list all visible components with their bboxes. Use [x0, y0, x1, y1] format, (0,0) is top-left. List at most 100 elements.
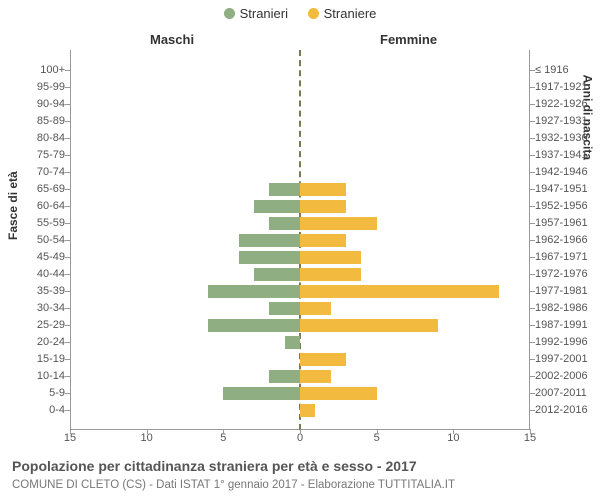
birth-year-label: 1957-1961 [535, 215, 597, 232]
male-bar [269, 302, 300, 315]
female-bar [300, 353, 346, 366]
y-tick-mark [65, 274, 70, 275]
birth-year-label: 1972-1976 [535, 266, 597, 283]
y-tick-mark [65, 223, 70, 224]
age-label: 85-89 [15, 113, 65, 130]
chart-title: Popolazione per cittadinanza straniera p… [12, 458, 417, 474]
x-tick-mark [70, 429, 71, 434]
age-row: 45-491967-1971 [70, 249, 530, 266]
y-tick-mark [65, 155, 70, 156]
male-bar [254, 200, 300, 213]
birth-year-label: 1922-1926 [535, 96, 597, 113]
birth-year-label: 1947-1951 [535, 181, 597, 198]
y-tick-mark [65, 410, 70, 411]
age-row: 40-441972-1976 [70, 266, 530, 283]
legend-label-female: Straniere [324, 6, 377, 21]
x-tick-mark [377, 429, 378, 434]
birth-year-label: 1977-1981 [535, 283, 597, 300]
age-label: 70-74 [15, 164, 65, 181]
birth-year-label: 1997-2001 [535, 351, 597, 368]
birth-year-label: 1917-1921 [535, 79, 597, 96]
age-label: 55-59 [15, 215, 65, 232]
y-tick-mark [65, 206, 70, 207]
male-bar [269, 370, 300, 383]
female-bar [300, 200, 346, 213]
x-tick-mark [147, 429, 148, 434]
female-bar [300, 251, 361, 264]
birth-year-label: 2002-2006 [535, 368, 597, 385]
birth-year-label: 1932-1936 [535, 130, 597, 147]
female-bar [300, 404, 315, 417]
age-row: 75-791937-1941 [70, 147, 530, 164]
side-title-female: Femmine [380, 32, 437, 47]
female-bar [300, 183, 346, 196]
side-title-male: Maschi [150, 32, 194, 47]
y-tick-mark [65, 240, 70, 241]
legend: Stranieri Straniere [0, 6, 600, 22]
legend-item-female: Straniere [308, 6, 377, 21]
age-label: 45-49 [15, 249, 65, 266]
birth-year-label: 1962-1966 [535, 232, 597, 249]
birth-year-label: 1987-1991 [535, 317, 597, 334]
age-label: 100+ [15, 62, 65, 79]
legend-swatch-female [308, 8, 319, 19]
age-row: 30-341982-1986 [70, 300, 530, 317]
y-tick-mark [65, 308, 70, 309]
age-row: 15-191997-2001 [70, 351, 530, 368]
age-label: 40-44 [15, 266, 65, 283]
y-tick-mark [65, 325, 70, 326]
y-tick-mark [65, 121, 70, 122]
legend-item-male: Stranieri [224, 6, 288, 21]
legend-label-male: Stranieri [240, 6, 288, 21]
birth-year-label: 1942-1946 [535, 164, 597, 181]
male-bar [269, 183, 300, 196]
age-label: 35-39 [15, 283, 65, 300]
male-bar [254, 268, 300, 281]
age-row: 85-891927-1931 [70, 113, 530, 130]
age-row: 10-142002-2006 [70, 368, 530, 385]
female-bar [300, 234, 346, 247]
age-label: 10-14 [15, 368, 65, 385]
y-tick-mark [65, 70, 70, 71]
male-bar [285, 336, 300, 349]
y-tick-mark [65, 342, 70, 343]
age-label: 15-19 [15, 351, 65, 368]
age-row: 35-391977-1981 [70, 283, 530, 300]
age-row: 55-591957-1961 [70, 215, 530, 232]
age-row: 20-241992-1996 [70, 334, 530, 351]
population-pyramid-chart: Stranieri Straniere Maschi Femmine Fasce… [0, 0, 600, 500]
x-axis: 15105051015 [70, 432, 530, 452]
plot-area: 15105051015 100+≤ 191695-991917-192190-9… [70, 50, 530, 430]
birth-year-label: 1952-1956 [535, 198, 597, 215]
birth-year-label: 1967-1971 [535, 249, 597, 266]
age-label: 20-24 [15, 334, 65, 351]
female-bar [300, 302, 331, 315]
legend-swatch-male [224, 8, 235, 19]
male-bar [239, 234, 300, 247]
y-tick-mark [65, 257, 70, 258]
age-row: 95-991917-1921 [70, 79, 530, 96]
y-tick-mark [65, 87, 70, 88]
age-row: 80-841932-1936 [70, 130, 530, 147]
male-bar [269, 217, 300, 230]
chart-subtitle: COMUNE DI CLETO (CS) - Dati ISTAT 1° gen… [12, 479, 455, 491]
age-row: 90-941922-1926 [70, 96, 530, 113]
birth-year-label: 1927-1931 [535, 113, 597, 130]
age-row: 25-291987-1991 [70, 317, 530, 334]
y-tick-mark [65, 189, 70, 190]
age-row: 65-691947-1951 [70, 181, 530, 198]
birth-year-label: ≤ 1916 [535, 62, 597, 79]
x-tick-mark [530, 429, 531, 434]
y-tick-mark [65, 104, 70, 105]
age-row: 0-42012-2016 [70, 402, 530, 419]
birth-year-label: 1937-1941 [535, 147, 597, 164]
y-tick-mark [65, 359, 70, 360]
age-label: 50-54 [15, 232, 65, 249]
age-label: 75-79 [15, 147, 65, 164]
x-tick-mark [453, 429, 454, 434]
female-bar [300, 217, 377, 230]
age-label: 65-69 [15, 181, 65, 198]
female-bar [300, 319, 438, 332]
male-bar [223, 387, 300, 400]
male-bar [208, 319, 300, 332]
